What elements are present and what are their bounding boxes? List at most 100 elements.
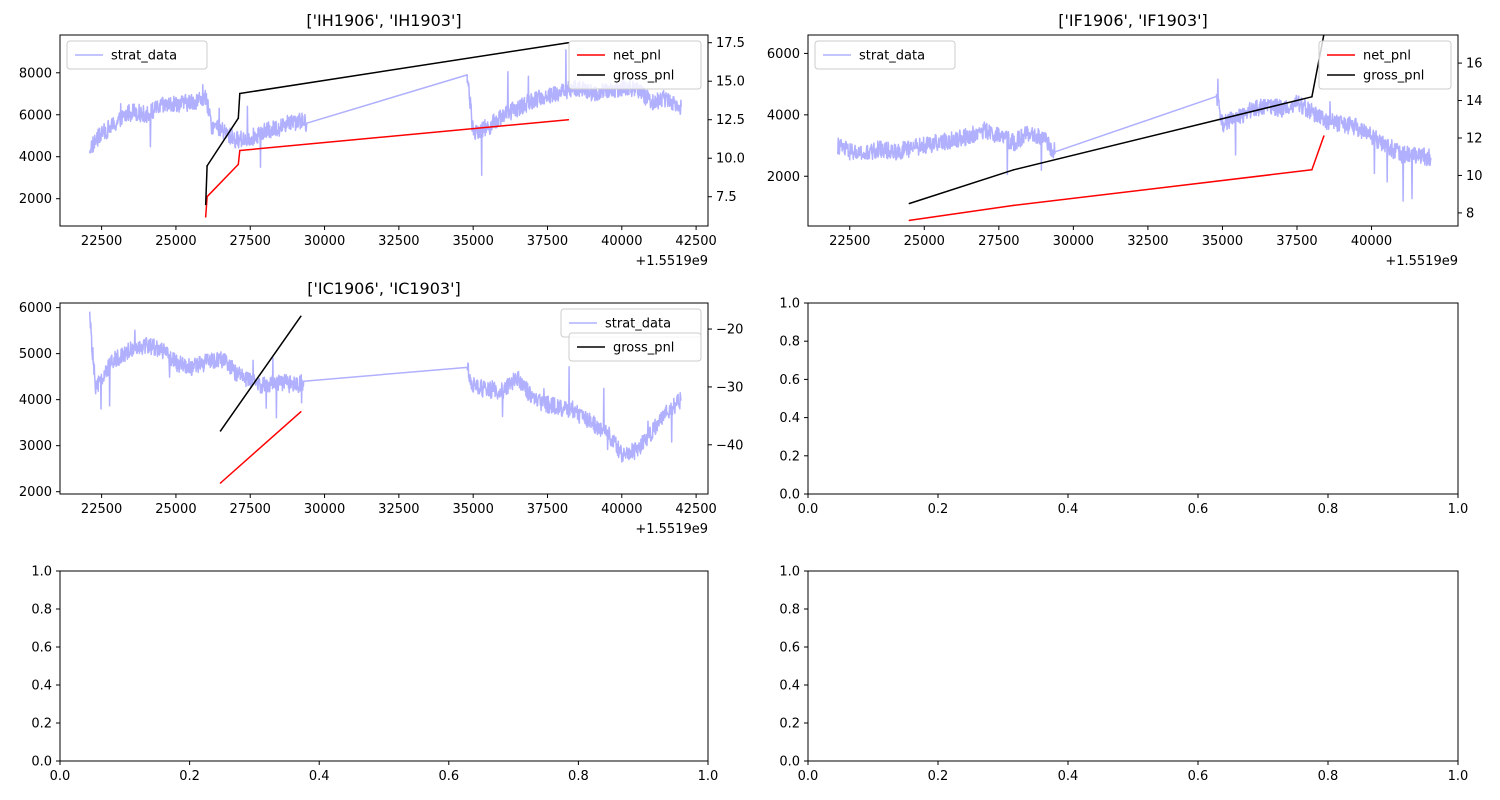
axes-frame — [807, 34, 1459, 227]
x-tick-label: 32500 — [378, 234, 419, 249]
plot-area — [837, 35, 1432, 222]
plot-area — [88, 41, 682, 218]
y2-tick-label: −40 — [716, 438, 743, 453]
x-tick-label: 0.8 — [1318, 502, 1339, 517]
data-point-gross_pnl — [908, 202, 911, 205]
x-tick-label: 40000 — [601, 234, 642, 249]
y-tick-label: 0.0 — [779, 488, 800, 503]
axes-frame — [807, 302, 1459, 495]
legend-right: gross_pnl — [568, 332, 702, 362]
y-tick-label: 0.6 — [31, 641, 52, 656]
subplot-title: ['IF1906', 'IF1903'] — [1058, 11, 1208, 30]
data-point-net_pnl — [237, 163, 240, 166]
data-point-gross_pnl — [237, 117, 240, 119]
x-tick-label: 35000 — [452, 502, 493, 517]
subplot-1: 22500 25000 27500 30000 32500 35000 37500 40000… — [19, 11, 745, 269]
subplot-2: 22500 25000 27500 30000 32500 35000 37500 40000… — [767, 11, 1483, 269]
x-tick-label: 27500 — [230, 502, 271, 517]
x-tick-label: 25000 — [155, 234, 196, 249]
data-point-gross_pnl — [1012, 169, 1015, 171]
subplot-6: 0.0 0.2 0.4 0.6 0.8 1.0 0.0 0.2 0.4 0.6 0.8 1.0 — [779, 565, 1468, 785]
x-tick-label: 40000 — [601, 502, 642, 517]
y-tick-label: 2000 — [19, 192, 52, 207]
x-offset-label: +1.5519e9 — [635, 254, 708, 269]
axes-frame — [59, 34, 709, 227]
y2-tick-label: 12.5 — [716, 113, 745, 128]
legend-label-gross_pnl: gross_pnl — [1363, 69, 1424, 84]
y2-tick-label: 15.0 — [716, 75, 745, 90]
x-tick-label: 42500 — [675, 502, 716, 517]
data-point-gross_pnl — [219, 430, 222, 432]
y-tick-label: 4000 — [767, 108, 800, 123]
y-tick-label: 0.2 — [31, 717, 52, 732]
data-point-gross_pnl — [1311, 96, 1313, 98]
y-tick-label: 5000 — [19, 347, 52, 362]
series-line-net_pnl — [909, 135, 1325, 222]
x-tick-label: 1.0 — [698, 769, 719, 784]
y-tick-label: 1.0 — [31, 565, 52, 580]
x-tick-label: 0.4 — [1058, 502, 1079, 517]
legend-left: strat_data — [560, 308, 702, 338]
x-tick-label: 0.0 — [798, 502, 819, 517]
y2-tick-label: 7.5 — [716, 190, 737, 205]
x-tick-label: 0.0 — [50, 769, 71, 784]
data-point-net_pnl — [300, 411, 302, 413]
y-tick-label: 0.0 — [779, 755, 800, 770]
x-tick-label: 0.2 — [928, 502, 949, 517]
subplot-title: ['IC1906', 'IC1903'] — [307, 279, 460, 298]
x-tick-label: 32500 — [378, 502, 419, 517]
y2-tick-label: 14 — [1466, 94, 1483, 109]
x-tick-label: 0.6 — [1188, 502, 1209, 517]
data-point-net_pnl — [219, 482, 222, 484]
y-tick-label: 3000 — [19, 439, 52, 454]
y-tick-label: 2000 — [767, 170, 800, 185]
y-tick-label: 0.6 — [779, 373, 800, 388]
x-tick-label: 0.4 — [1058, 769, 1079, 784]
x-tick-label: 37500 — [1276, 234, 1317, 249]
y2-tick-label: 10.0 — [716, 152, 745, 167]
axes-frame — [807, 570, 1459, 762]
data-point-net_pnl — [204, 216, 207, 218]
y-tick-label: 6000 — [19, 108, 52, 123]
legend-label-strat_data: strat_data — [605, 317, 671, 332]
y2-tick-label: −30 — [716, 380, 743, 395]
x-tick-label: 30000 — [304, 234, 345, 249]
y2-tick-label: 17.5 — [716, 36, 745, 51]
series-line-gross_pnl — [909, 35, 1325, 205]
y-tick-label: 0.6 — [779, 641, 800, 656]
legend-left-box — [66, 40, 208, 70]
y-tick-label: 0.8 — [779, 603, 800, 618]
y-tick-label: 4000 — [19, 393, 52, 408]
plot-area — [88, 311, 682, 484]
x-tick-label: 27500 — [978, 234, 1019, 249]
x-offset-label: +1.5519e9 — [635, 522, 708, 537]
data-point-gross_pnl — [204, 203, 207, 206]
data-point-net_pnl — [1311, 169, 1313, 171]
y2-tick-label: 8 — [1466, 206, 1474, 221]
x-tick-label: 1.0 — [1448, 769, 1469, 784]
x-tick-label: 25000 — [904, 234, 945, 249]
series-line-strat_data — [837, 78, 1432, 202]
x-tick-label: 1.0 — [1448, 502, 1469, 517]
subplot-4: 0.0 0.2 0.4 0.6 0.8 1.0 0.0 0.2 0.4 0.6 0.8 1.0 — [779, 297, 1468, 518]
subplot-3: 22500 25000 27500 30000 32500 35000 37500 40000… — [19, 279, 744, 537]
data-point-net_pnl — [567, 118, 570, 121]
x-tick-label: 0.8 — [568, 769, 589, 784]
y-tick-label: 0.4 — [779, 411, 800, 426]
x-tick-label: 0.6 — [438, 769, 459, 784]
legend-right: net_pnl gross_pnl — [568, 40, 702, 90]
y2-tick-label: 16 — [1466, 57, 1483, 72]
y-tick-label: 2000 — [19, 485, 52, 500]
x-tick-label: 25000 — [155, 502, 196, 517]
x-tick-label: 0.0 — [798, 769, 819, 784]
legend-label-strat_data: strat_data — [111, 49, 177, 64]
x-tick-label: 22500 — [829, 234, 870, 249]
legend-label-gross_pnl: gross_pnl — [613, 341, 674, 356]
y-tick-label: 8000 — [19, 66, 52, 81]
x-tick-label: 27500 — [230, 234, 271, 249]
x-tick-label: 0.6 — [1188, 769, 1209, 784]
x-tick-label: 42500 — [675, 234, 716, 249]
series-line-strat_data — [88, 49, 682, 176]
y-tick-label: 0.0 — [31, 755, 52, 770]
